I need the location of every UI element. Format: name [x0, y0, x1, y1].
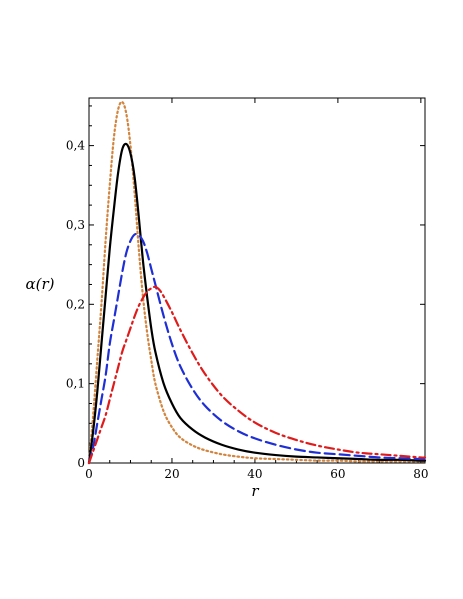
x-tick-label: 60: [330, 467, 345, 481]
series-line-3-dashed: [87, 232, 427, 465]
x-tick-label: 40: [247, 467, 262, 481]
series-line-1-dotted: [87, 100, 427, 465]
axis-ticks: 0 20 40 60 80 0 0,1 0,2 0,3 0,4: [66, 98, 428, 481]
series-line-2-solid: [87, 142, 427, 465]
y-tick-label: 0,3: [66, 218, 85, 232]
x-tick-label: 80: [413, 467, 428, 481]
y-tick-label: 0,4: [66, 139, 85, 153]
y-tick-label: 0,1: [66, 377, 85, 391]
x-tick-label: 0: [85, 467, 93, 481]
series-group: [87, 100, 427, 465]
x-tick-label: 20: [164, 467, 179, 481]
plot-frame: [88, 97, 426, 464]
x-axis-label: r: [251, 482, 259, 500]
plot-border: [88, 97, 426, 464]
y-tick-label: 0: [77, 456, 85, 470]
series-line-4-dashdot: [87, 285, 427, 465]
y-axis-label: α(r): [25, 275, 54, 293]
y-tick-label: 0,2: [66, 297, 85, 311]
